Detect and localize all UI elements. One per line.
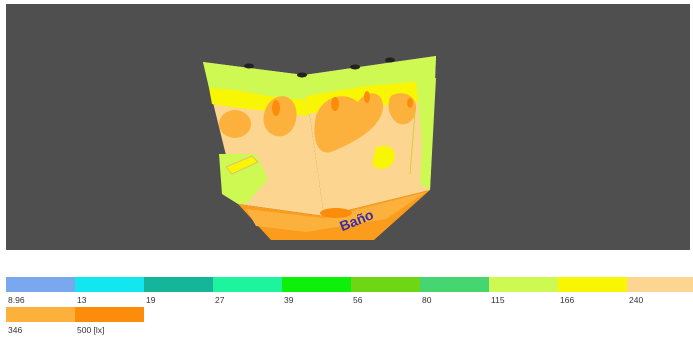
- legend-value: 27: [215, 295, 225, 305]
- sink-fixture: [225, 155, 259, 175]
- legend-swatch: [558, 277, 627, 292]
- legend-value: 115: [491, 295, 505, 305]
- room-render: Baño: [203, 56, 436, 240]
- floor-hot-spot: [320, 208, 352, 218]
- legend-item: 27: [213, 277, 282, 307]
- ceiling-light-3: [350, 64, 360, 70]
- legend-swatch: [627, 277, 693, 292]
- legend-value: 56: [353, 295, 363, 305]
- legend-swatch: [351, 277, 420, 292]
- legend-value: 13: [77, 295, 87, 305]
- legend-swatch: [213, 277, 282, 292]
- legend-item: 240: [627, 277, 693, 307]
- legend-item: 8.96: [6, 277, 75, 307]
- legend-value: 346: [8, 325, 23, 335]
- legend-row-2: 346 500 [lx]: [6, 307, 144, 337]
- 3d-viewport[interactable]: Baño: [6, 4, 690, 250]
- light-spot-center: [314, 93, 384, 153]
- legend-item: 56: [351, 277, 420, 307]
- right-wall-top-band: [304, 56, 436, 96]
- corner-edge: [409, 111, 416, 175]
- legend-value: 166: [560, 295, 575, 305]
- legend-swatch: [489, 277, 558, 292]
- legend-swatch: [75, 277, 144, 292]
- light-spot-center-left: [263, 96, 297, 137]
- legend-item: 166: [558, 277, 627, 307]
- hot-spot-3: [364, 91, 370, 103]
- legend-row-1: 8.96 13 19 27 39 56 80 115 166 240: [6, 277, 693, 307]
- legend-swatch: [144, 277, 213, 292]
- ceiling-light-4: [385, 57, 395, 63]
- hot-spot-1: [272, 100, 280, 116]
- legend-item: 39: [282, 277, 351, 307]
- legend-item: 346: [6, 307, 75, 337]
- right-wall-mid-patch: [372, 145, 395, 169]
- legend-value: 39: [284, 295, 294, 305]
- ceiling-light-2: [297, 72, 307, 78]
- legend-value: 8.96: [8, 295, 25, 305]
- legend-value: 500 [lx]: [77, 325, 105, 335]
- legend-swatch: [420, 277, 489, 292]
- right-wall-side-band: [416, 78, 436, 190]
- left-wall-top-band: [203, 62, 306, 100]
- hot-spot-4: [407, 98, 413, 108]
- light-spot-left: [219, 110, 251, 138]
- legend-value: 80: [422, 295, 432, 305]
- legend-item: 115: [489, 277, 558, 307]
- illuminance-legend: 8.96 13 19 27 39 56 80 115 166 240 346 500 [lx]: [6, 277, 693, 341]
- legend-value: 19: [146, 295, 156, 305]
- ceiling-light-1: [244, 63, 254, 69]
- legend-value: 240: [629, 295, 644, 305]
- legend-swatch: [6, 277, 75, 292]
- legend-item: 13: [75, 277, 144, 307]
- floor-light: [246, 192, 426, 232]
- legend-item: 500 [lx]: [75, 307, 144, 337]
- hot-spot-2: [331, 97, 339, 111]
- legend-item: 19: [144, 277, 213, 307]
- legend-swatch: [6, 307, 75, 322]
- legend-swatch: [282, 277, 351, 292]
- legend-item: 80: [420, 277, 489, 307]
- legend-swatch: [75, 307, 144, 322]
